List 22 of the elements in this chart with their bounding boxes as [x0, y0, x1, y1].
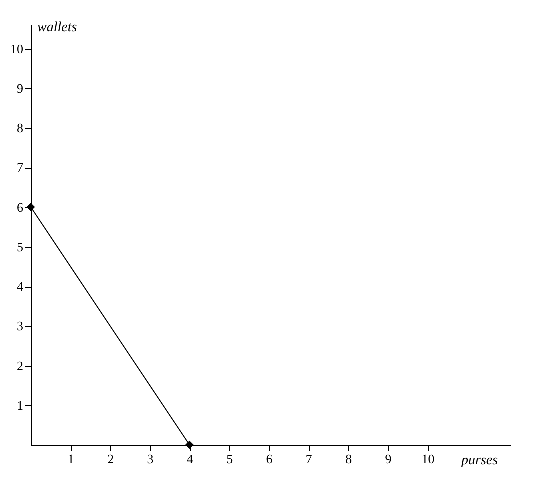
x-tick-label: 7	[306, 452, 313, 466]
x-tick-label: 1	[68, 452, 74, 466]
x-tick-label: 3	[147, 452, 154, 466]
y-tick-label: 7	[17, 160, 24, 176]
y-tick-label: 9	[17, 80, 24, 96]
x-axis-title: purses	[460, 454, 499, 468]
y-tick-label: 6	[17, 200, 24, 215]
y-tick-label: 4	[17, 279, 24, 294]
x-tick-label: 10	[422, 452, 435, 466]
y-tick-label: 1	[17, 398, 24, 413]
x-tick-label: 4	[186, 452, 194, 466]
x-tick-label: 6	[266, 452, 274, 466]
x-tick-label: 8	[346, 452, 352, 466]
x-tick-label: 2	[108, 452, 114, 466]
y-tick-label: 8	[17, 120, 24, 136]
y-tick-label: 2	[17, 358, 24, 374]
y-tick-label: 5	[17, 239, 24, 254]
x-tick-label: 5	[226, 452, 234, 466]
x-tick-label: 9	[385, 452, 392, 466]
y-tick-label: 10	[10, 41, 24, 56]
y-tick-label: 3	[17, 318, 24, 334]
y-axis-title: wallets	[38, 20, 78, 36]
